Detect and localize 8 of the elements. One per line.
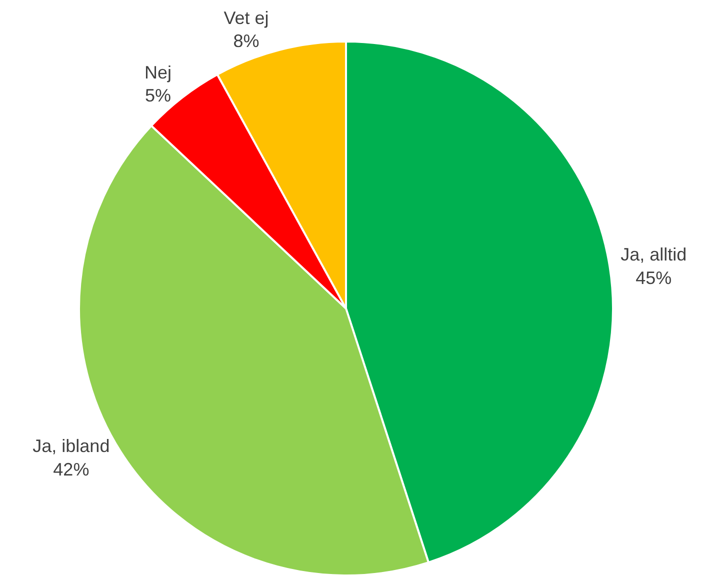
slice-label: Nej [144, 62, 172, 82]
slice-label: Ja, alltid [620, 244, 687, 264]
data-label: 8% [233, 31, 260, 52]
data-label: 5% [144, 86, 172, 106]
data-label: 45% [636, 268, 672, 288]
data-label: 42% [53, 459, 90, 480]
slice-label: Vet ej [224, 8, 269, 28]
slice-label: Ja, ibland [32, 436, 110, 456]
